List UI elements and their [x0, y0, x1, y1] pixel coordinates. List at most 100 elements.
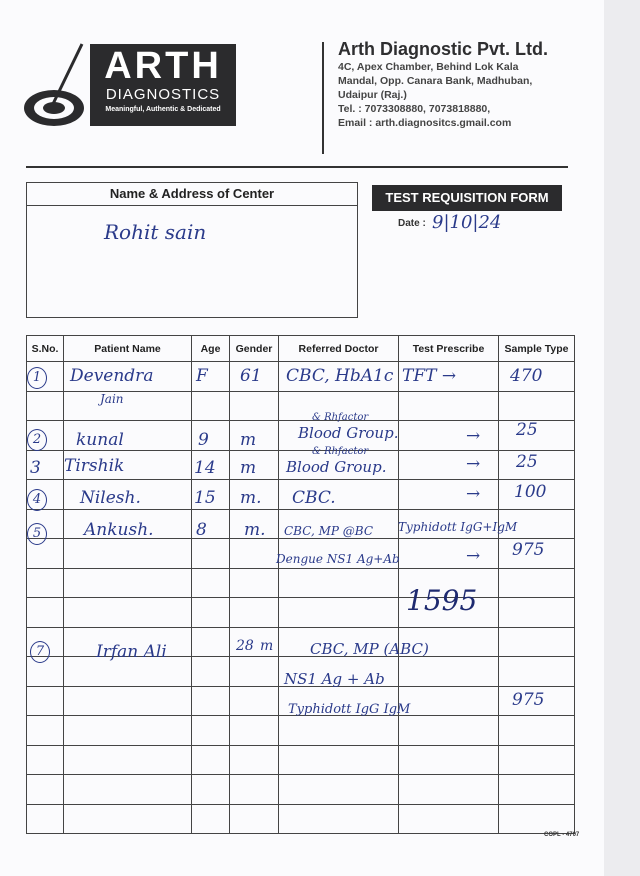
table-cell — [191, 626, 230, 657]
table-cell — [63, 390, 192, 421]
table-row — [26, 390, 575, 421]
table-cell — [191, 390, 230, 421]
table-cell — [498, 567, 575, 598]
amount: 470 — [510, 366, 543, 386]
table-row — [26, 803, 575, 834]
amount: 975 — [512, 690, 545, 710]
header-test-prescribe: Test Prescribe — [398, 335, 499, 362]
amount: 100 — [514, 482, 547, 502]
table-row — [26, 774, 575, 805]
arrow: → — [466, 484, 481, 504]
logo: ARTH DIAGNOSTICS Meaningful, Authentic &… — [22, 42, 242, 132]
form-title: TEST REQUISITION FORM — [372, 185, 562, 211]
table-cell — [398, 420, 499, 451]
table-cell — [229, 420, 279, 451]
table-cell — [63, 567, 192, 598]
gender: 61 — [240, 366, 262, 386]
table-cell — [63, 538, 192, 569]
requisition-table: S.No. Patient Name Age Gender Referred D… — [26, 335, 575, 834]
amount: 975 — [512, 540, 545, 560]
table-cell — [63, 744, 192, 775]
test-prescribe: Typhidott IgG+IgM — [398, 520, 518, 534]
arrow: → — [466, 454, 481, 474]
amount: 25 — [516, 452, 538, 472]
age: 8 — [196, 520, 207, 540]
tests: CBC, MP @BC — [284, 524, 374, 538]
phone: Tel. : 7073308880, 7073818880, — [338, 103, 491, 115]
table-cell — [278, 597, 399, 628]
table-cell — [229, 685, 279, 716]
tests-line-2: NS1 Ag + Ab — [284, 670, 385, 688]
table-cell — [229, 715, 279, 746]
table-cell — [26, 390, 64, 421]
address-line: Mandal, Opp. Canara Bank, Madhuban, — [338, 75, 533, 87]
table-cell — [191, 656, 230, 687]
logo-brand: ARTH — [104, 45, 222, 87]
table-cell — [398, 685, 499, 716]
header-referred-doctor: Referred Doctor — [278, 335, 399, 362]
patient-name: Irfan Ali — [96, 642, 167, 662]
table-cell — [26, 774, 64, 805]
date-value: 9|10|24 — [432, 212, 502, 233]
table-cell — [498, 744, 575, 775]
table-cell — [278, 803, 399, 834]
table-cell — [191, 567, 230, 598]
tests: CBC, HbA1c — [286, 366, 394, 386]
table-row — [26, 361, 575, 392]
table-cell — [26, 567, 64, 598]
table-cell — [63, 715, 192, 746]
table-row — [26, 715, 575, 746]
gender: m. — [244, 520, 266, 540]
email: Email : arth.diagnositcs.gmail.com — [338, 117, 512, 129]
header-sample-type: Sample Type — [498, 335, 575, 362]
gender: m — [260, 638, 274, 654]
sno: 1 — [27, 367, 47, 389]
sno: 5 — [27, 523, 47, 545]
table-cell — [26, 449, 64, 480]
table-cell — [191, 803, 230, 834]
table-cell — [398, 449, 499, 480]
patient-name: kunal — [76, 430, 124, 450]
header-patient-name: Patient Name — [63, 335, 192, 362]
table-cell — [63, 597, 192, 628]
tests-line-3: Dengue NS1 Ag+Ab — [276, 552, 400, 566]
tests: Blood Group. — [298, 424, 399, 442]
table-row — [26, 567, 575, 598]
company-info: Arth Diagnostic Pvt. Ltd. 4C, Apex Chamb… — [338, 38, 548, 130]
table-cell — [229, 774, 279, 805]
table-cell — [63, 420, 192, 451]
amount: 25 — [516, 420, 538, 440]
table-cell — [398, 803, 499, 834]
table-cell — [498, 479, 575, 510]
logo-tagline: Meaningful, Authentic & Dedicated — [105, 106, 221, 113]
table-cell — [398, 390, 499, 421]
table-cell — [26, 685, 64, 716]
table-cell — [229, 803, 279, 834]
table-cell — [229, 390, 279, 421]
header-gender: Gender — [229, 335, 279, 362]
table-cell — [191, 715, 230, 746]
table-cell — [229, 449, 279, 480]
age: F — [196, 366, 208, 386]
age: 14 — [194, 458, 216, 478]
table-cell — [278, 685, 399, 716]
table-cell — [278, 744, 399, 775]
table-row — [26, 744, 575, 775]
scan-edge — [604, 0, 640, 876]
table-cell — [229, 597, 279, 628]
arrow: → — [466, 426, 481, 446]
gender: m — [240, 458, 257, 478]
table-row — [26, 538, 575, 569]
patient-name-2: Jain — [100, 392, 124, 406]
table-cell — [229, 538, 279, 569]
table-cell — [398, 567, 499, 598]
table-cell — [63, 803, 192, 834]
header-age: Age — [191, 335, 230, 362]
table-cell — [278, 567, 399, 598]
tests-line-3: Typhidott IgG IgM — [288, 702, 411, 717]
logo-sub: DIAGNOSTICS — [105, 86, 221, 103]
tests: Blood Group. — [286, 458, 387, 476]
age: 9 — [198, 430, 209, 450]
table-cell — [191, 685, 230, 716]
company-name: Arth Diagnostic Pvt. Ltd. — [338, 39, 549, 59]
